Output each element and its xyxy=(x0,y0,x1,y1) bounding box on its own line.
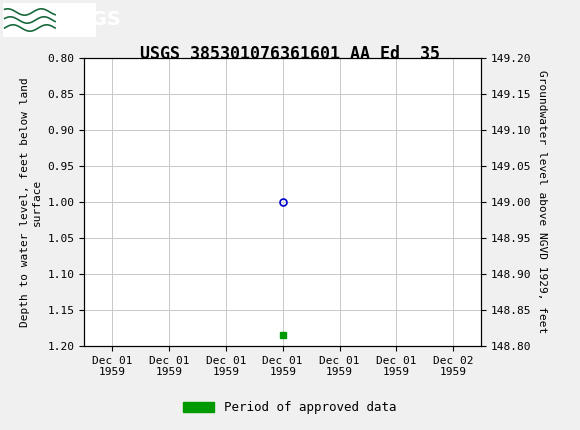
Y-axis label: Groundwater level above NGVD 1929, feet: Groundwater level above NGVD 1929, feet xyxy=(537,71,547,334)
Y-axis label: Depth to water level, feet below land
surface: Depth to water level, feet below land su… xyxy=(20,77,42,327)
Text: USGS: USGS xyxy=(61,10,121,30)
Text: USGS 385301076361601 AA Ed  35: USGS 385301076361601 AA Ed 35 xyxy=(140,45,440,63)
Bar xyxy=(3,3,96,37)
Legend: Period of approved data: Period of approved data xyxy=(178,396,402,419)
